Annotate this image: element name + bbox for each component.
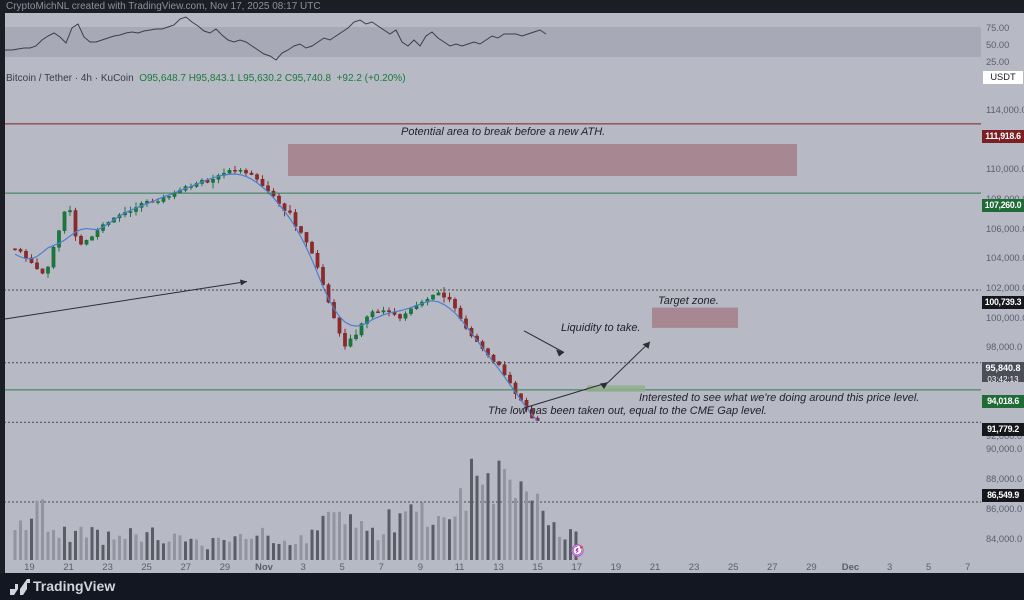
svg-text:Interested to see what we're d: Interested to see what we're doing aroun… [639,392,919,404]
svg-text:The low has been taken out, eq: The low has been taken out, equal to the… [488,405,767,417]
svg-text:Potential area to break before: Potential area to break before a new ATH… [401,126,605,138]
svg-text:Liquidity to take.: Liquidity to take. [561,322,641,334]
svg-text:Target zone.: Target zone. [658,295,719,307]
